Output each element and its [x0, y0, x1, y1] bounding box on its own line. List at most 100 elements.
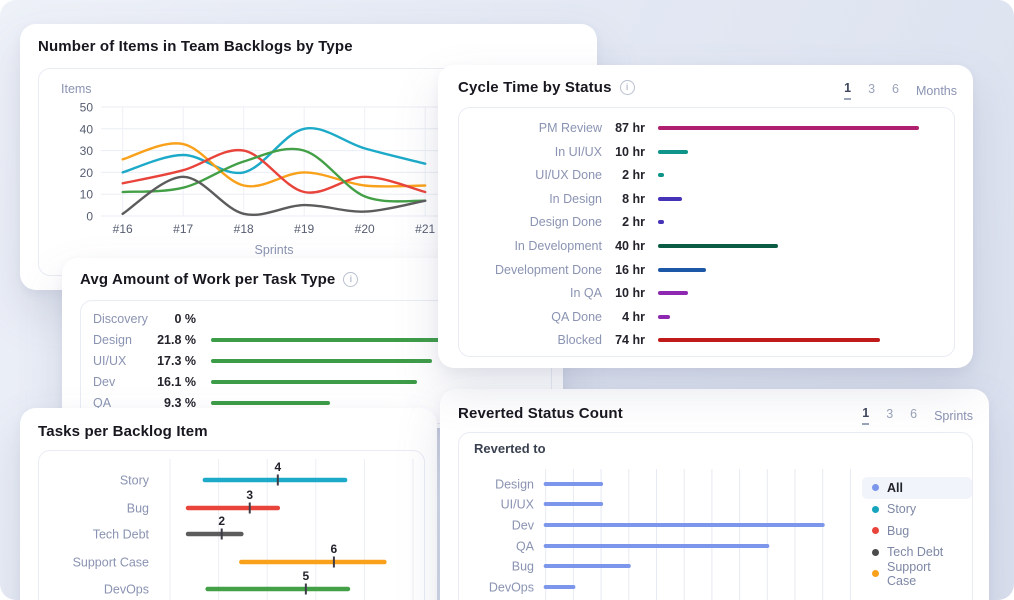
avg-work-title: Avg Amount of Work per Task Type — [80, 271, 336, 288]
category-label: Tech Debt — [93, 528, 150, 542]
x-tick-label: #20 — [355, 222, 375, 236]
period-unit-label: Months — [916, 83, 957, 98]
category-label: Support Case — [73, 556, 149, 570]
period-option-3[interactable]: 3 — [868, 82, 876, 96]
value-label: 21.8 % — [157, 333, 196, 347]
card-reverted: Reverted Status Count 1 3 6 Sprints Reve… — [440, 389, 989, 600]
value-label: 87 hr — [615, 121, 645, 135]
status-label: Design Done — [529, 215, 602, 230]
legend-label: Bug — [887, 523, 910, 538]
legend-dot — [872, 484, 879, 492]
x-axis-label: Sprints — [255, 243, 294, 257]
value-label: 10 hr — [615, 144, 645, 159]
y-tick-label: 30 — [80, 144, 94, 158]
category-label: DevOps — [104, 583, 149, 597]
period-option-6[interactable]: 6 — [892, 82, 899, 96]
category-label: UI/UX — [93, 354, 127, 368]
status-label: In Design — [549, 191, 602, 206]
category-label: Design — [495, 478, 534, 492]
cycle-period-selector: 1 3 6 Months — [844, 81, 957, 100]
y-axis-label: Items — [61, 82, 92, 96]
avg-row: UI/UX 17.3 % — [81, 351, 551, 371]
status-label: QA Done — [551, 309, 602, 324]
y-tick-label: 0 — [86, 210, 93, 224]
cycle-time-panel: PM Review 87 hr In UI/UX 10 hr UI/UX Done 2 h… — [458, 107, 955, 357]
legend-item-bug[interactable]: Bug — [862, 520, 972, 542]
bar — [211, 401, 330, 405]
value-label: 17.3 % — [157, 354, 196, 368]
y-tick-label: 40 — [80, 122, 94, 136]
cycle-row: Development Done 16 hr — [459, 260, 954, 280]
cycle-row: PM Review 87 hr — [459, 118, 954, 138]
cycle-row: In QA 10 hr — [459, 283, 954, 303]
avg-value: 4 — [274, 460, 281, 474]
avg-value: 2 — [218, 514, 225, 528]
bar — [211, 380, 417, 384]
period-option-1[interactable]: 1 — [862, 406, 870, 425]
period-option-3[interactable]: 3 — [886, 407, 894, 421]
avg-value: 5 — [303, 569, 310, 583]
bar — [658, 149, 688, 154]
tasks-per-item-panel: Story 4 Bug 3 Tech Debt 2 Support Case 6 DevOps 5 — [38, 450, 425, 600]
tasks-per-item-title: Tasks per Backlog Item — [38, 423, 208, 440]
status-label: In QA — [570, 286, 602, 301]
avg-row: Design 21.8 % — [81, 330, 551, 350]
bar — [211, 338, 490, 342]
line-series-tech-debt — [121, 175, 427, 216]
x-tick-label: #19 — [294, 222, 314, 236]
legend-dot — [872, 527, 879, 535]
legend-dot — [872, 505, 879, 513]
reverted-axis-label: Reverted to — [474, 441, 546, 456]
category-label: Design — [93, 333, 132, 347]
legend-label: Story — [887, 502, 917, 517]
category-label: Dev — [512, 519, 535, 533]
period-option-6[interactable]: 6 — [910, 407, 918, 421]
category-label: QA — [93, 396, 112, 410]
cycle-row: UI/UX Done 2 hr — [459, 165, 954, 185]
tasks-range-chart: Story 4 Bug 3 Tech Debt 2 Support Case 6 DevOps 5 — [73, 459, 414, 600]
info-icon[interactable]: i — [343, 272, 359, 287]
x-tick-label: #17 — [173, 222, 193, 236]
legend-dot — [872, 570, 879, 578]
line-series-devops — [121, 147, 427, 203]
value-label: 0 % — [174, 312, 196, 326]
cycle-row: In Design 8 hr — [459, 189, 954, 209]
cycle-row: QA Done 4 hr — [459, 307, 954, 327]
status-label: PM Review — [538, 121, 602, 135]
line-series-bug — [121, 148, 427, 194]
legend-label: Support Case — [887, 559, 931, 588]
value-label: 4 hr — [622, 309, 645, 324]
y-tick-label: 10 — [80, 188, 94, 202]
bar — [658, 196, 682, 201]
x-tick-label: #21 — [415, 222, 435, 236]
avg-row: Dev 16.1 % — [81, 372, 551, 392]
legend-item-tech-debt[interactable]: Tech Debt — [862, 542, 972, 564]
status-label: UI/UX Done — [535, 168, 602, 183]
cycle-row: Blocked 74 hr — [459, 330, 954, 350]
x-tick-label: #18 — [234, 222, 254, 236]
legend-item-all[interactable]: All — [862, 477, 972, 499]
x-tick-label: #16 — [113, 222, 133, 236]
value-label: 40 hr — [615, 239, 645, 253]
period-option-1[interactable]: 1 — [844, 81, 852, 100]
category-label: Story — [120, 474, 150, 488]
info-icon[interactable]: i — [619, 80, 635, 95]
reverted-panel: Reverted to Design UI/UX Dev QA Bug DevOps Al… — [458, 432, 973, 600]
value-label: 2 hr — [622, 168, 645, 183]
bar — [658, 291, 688, 296]
legend-item-story[interactable]: Story — [862, 499, 972, 521]
line-series-support-case — [121, 142, 427, 188]
backlog-items-title: Number of Items in Team Backlogs by Type — [38, 38, 353, 55]
bar — [658, 338, 880, 343]
reverted-title: Reverted Status Count — [458, 405, 623, 422]
legend-item-support-case[interactable]: Support Case — [862, 559, 972, 588]
legend-dot — [872, 548, 879, 556]
cycle-row: In UI/UX 10 hr — [459, 142, 954, 162]
category-label: DevOps — [489, 581, 534, 595]
category-label: QA — [516, 540, 535, 554]
value-label: 9.3 % — [164, 396, 196, 410]
avg-value: 3 — [246, 488, 253, 502]
category-label: Bug — [127, 502, 149, 516]
legend-label: All — [887, 480, 903, 495]
